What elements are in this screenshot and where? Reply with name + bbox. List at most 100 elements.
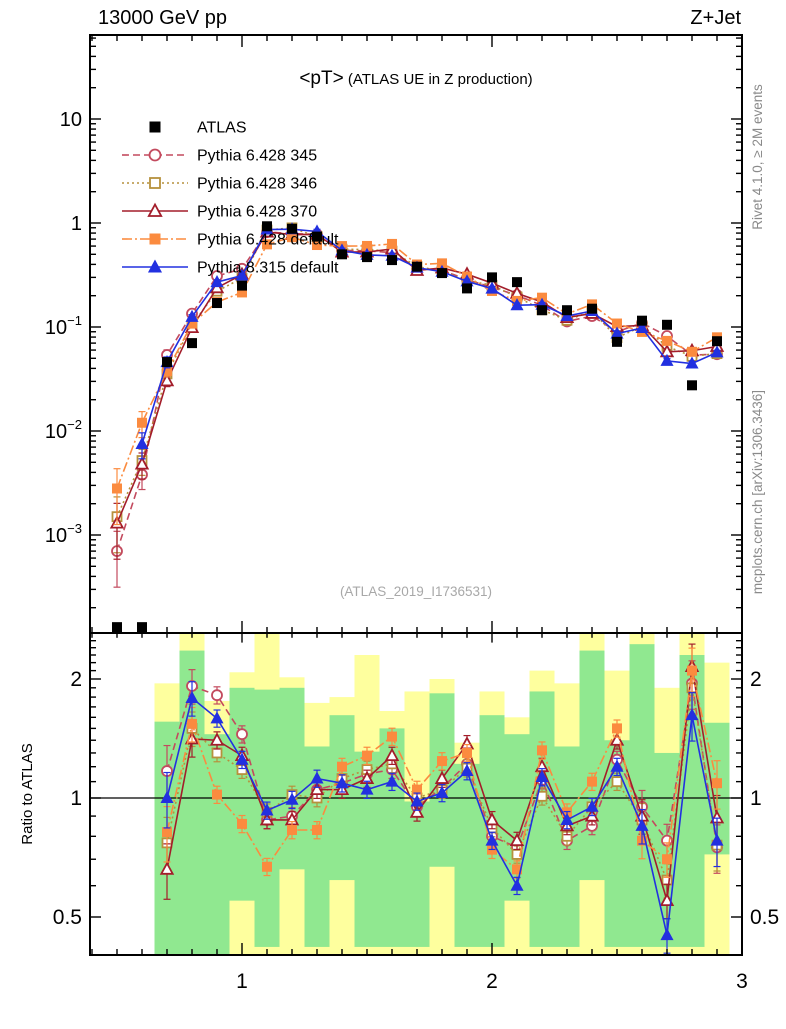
legend-label: Pythia 8.315 default bbox=[197, 260, 339, 277]
series-line bbox=[116, 231, 718, 552]
data-marker bbox=[135, 436, 149, 449]
legend-label: Pythia 6.428 345 bbox=[197, 148, 317, 165]
data-marker bbox=[409, 804, 425, 818]
data-marker bbox=[662, 319, 672, 330]
main-y-tick-label: 10−1 bbox=[45, 313, 82, 339]
data-marker bbox=[185, 690, 199, 704]
x-tick-label: 3 bbox=[736, 970, 748, 993]
data-marker bbox=[485, 833, 499, 846]
data-marker bbox=[435, 785, 449, 798]
green-band bbox=[404, 801, 430, 947]
data-marker bbox=[487, 272, 497, 283]
data-marker bbox=[712, 336, 722, 347]
ratio-axis-label: Ratio to ATLAS bbox=[19, 743, 36, 844]
data-marker bbox=[312, 231, 322, 242]
data-marker bbox=[560, 308, 574, 321]
data-marker bbox=[209, 732, 225, 746]
ratio-uncertainty-bands bbox=[154, 633, 730, 955]
data-marker bbox=[562, 305, 572, 316]
data-marker bbox=[612, 336, 622, 347]
legend-label: Pythia 6.428 370 bbox=[197, 204, 317, 221]
data-marker bbox=[685, 356, 699, 369]
data-marker bbox=[609, 732, 625, 746]
data-marker bbox=[535, 769, 549, 783]
ratio-series-pythia-8315-default bbox=[160, 681, 724, 954]
data-marker bbox=[149, 233, 161, 245]
x-tick-label: 1 bbox=[236, 970, 248, 993]
data-marker bbox=[187, 338, 197, 349]
data-marker bbox=[287, 223, 297, 234]
data-marker bbox=[387, 238, 397, 249]
data-marker bbox=[437, 268, 447, 279]
analysis-id-watermark: (ATLAS_2019_I1736531) bbox=[340, 584, 492, 599]
data-marker bbox=[235, 752, 249, 765]
legend-item: Pythia 6.428 346 bbox=[122, 176, 317, 193]
data-marker bbox=[312, 824, 322, 835]
data-marker bbox=[309, 781, 325, 796]
data-marker bbox=[134, 456, 150, 470]
data-marker bbox=[187, 718, 197, 729]
data-marker bbox=[612, 723, 622, 734]
data-marker bbox=[147, 259, 163, 273]
data-marker bbox=[210, 711, 224, 724]
data-marker bbox=[460, 763, 474, 777]
data-marker bbox=[160, 790, 174, 803]
data-marker bbox=[660, 353, 674, 366]
ratio-y-tick-label-right: 0.5 bbox=[750, 906, 779, 929]
data-marker bbox=[662, 854, 672, 865]
data-marker bbox=[585, 799, 599, 812]
data-marker bbox=[236, 728, 248, 741]
green-band bbox=[229, 687, 255, 901]
data-marker bbox=[462, 283, 472, 294]
data-marker bbox=[112, 483, 122, 494]
data-marker bbox=[362, 750, 372, 761]
data-marker bbox=[137, 417, 147, 428]
legend-item: Pythia 6.428 default bbox=[122, 232, 339, 249]
data-marker bbox=[560, 812, 574, 825]
data-marker bbox=[611, 776, 623, 788]
data-marker bbox=[587, 776, 597, 787]
header-beam-label: 13000 GeV pp bbox=[98, 7, 227, 29]
ratio-panel-border bbox=[89, 632, 743, 956]
data-marker bbox=[310, 771, 324, 784]
data-marker bbox=[512, 277, 522, 288]
data-marker bbox=[710, 833, 724, 846]
data-marker bbox=[537, 305, 547, 316]
ratio-y-tick-label-left: 0.5 bbox=[53, 906, 82, 929]
data-marker bbox=[335, 776, 349, 789]
data-marker bbox=[685, 708, 699, 721]
legend-item: Pythia 8.315 default bbox=[122, 259, 339, 277]
ratio-y-tick-label-right: 1 bbox=[750, 787, 762, 810]
main-series-pythia-6428-345 bbox=[111, 226, 723, 588]
green-band bbox=[579, 650, 605, 881]
x-tick-label: 2 bbox=[486, 970, 498, 993]
ratio-y-tick-label-left: 1 bbox=[70, 787, 82, 810]
data-marker bbox=[360, 782, 374, 795]
data-marker bbox=[260, 803, 274, 816]
data-marker bbox=[384, 747, 400, 762]
green-band bbox=[279, 687, 305, 870]
data-marker bbox=[412, 261, 422, 272]
green-band bbox=[529, 691, 555, 947]
data-marker bbox=[659, 892, 675, 907]
atlas-data-points bbox=[112, 221, 722, 633]
data-marker bbox=[660, 928, 674, 941]
data-marker bbox=[159, 372, 175, 387]
data-marker bbox=[211, 747, 223, 759]
data-marker bbox=[337, 249, 347, 260]
data-marker bbox=[262, 861, 272, 872]
data-marker bbox=[434, 770, 450, 784]
data-marker bbox=[485, 281, 499, 294]
data-marker bbox=[635, 818, 649, 831]
mcplots-arxiv-note: mcplots.cern.ch [arXiv:1306.3436] bbox=[750, 390, 765, 594]
data-marker bbox=[437, 756, 447, 767]
data-marker bbox=[262, 221, 272, 232]
main-y-tick-label: 1 bbox=[71, 213, 82, 235]
rivet-version-note: Rivet 4.1.0, ≥ 2M events bbox=[750, 84, 765, 230]
data-marker bbox=[462, 747, 472, 758]
data-marker bbox=[662, 335, 672, 346]
data-marker bbox=[610, 759, 624, 772]
data-marker bbox=[262, 239, 272, 250]
